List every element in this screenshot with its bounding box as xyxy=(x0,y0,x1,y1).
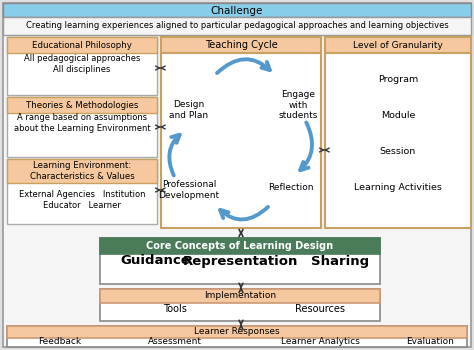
Text: Learning Activities: Learning Activities xyxy=(354,183,442,192)
Bar xyxy=(7,326,467,347)
Bar xyxy=(7,159,157,224)
Text: Implementation: Implementation xyxy=(204,292,276,301)
Text: Core Concepts of Learning Design: Core Concepts of Learning Design xyxy=(146,241,334,251)
Bar xyxy=(7,97,157,157)
Bar xyxy=(3,3,471,17)
Bar xyxy=(325,37,471,53)
Text: Module: Module xyxy=(381,112,415,120)
Text: Session: Session xyxy=(380,147,416,156)
Bar xyxy=(325,37,471,228)
Text: Educational Philosophy: Educational Philosophy xyxy=(32,41,132,49)
Text: Professional
Development: Professional Development xyxy=(158,180,219,200)
Text: Challenge: Challenge xyxy=(211,6,263,15)
Text: Assessment: Assessment xyxy=(148,336,202,345)
Text: A range based on assumptions
about the Learning Environment: A range based on assumptions about the L… xyxy=(14,113,150,133)
Text: Guidance: Guidance xyxy=(120,254,190,267)
Bar xyxy=(161,37,321,228)
Text: Learner Analytics: Learner Analytics xyxy=(281,336,359,345)
Bar xyxy=(100,238,380,254)
Text: Program: Program xyxy=(378,76,418,84)
Bar xyxy=(100,289,380,321)
Text: Feedback: Feedback xyxy=(38,336,82,345)
Bar xyxy=(7,159,157,183)
Text: Reflection: Reflection xyxy=(268,183,314,192)
Text: Creating learning experiences aligned to particular pedagogical approaches and l: Creating learning experiences aligned to… xyxy=(26,21,448,30)
Text: All pedagogical approaches
All disciplines: All pedagogical approaches All disciplin… xyxy=(24,54,140,74)
Text: Theories & Methodologies: Theories & Methodologies xyxy=(26,100,138,110)
Text: Teaching Cycle: Teaching Cycle xyxy=(205,40,277,50)
Text: Learner Responses: Learner Responses xyxy=(194,328,280,336)
Bar xyxy=(7,97,157,113)
Bar xyxy=(7,37,157,95)
Text: Resources: Resources xyxy=(295,304,345,314)
Text: Engage
with
students: Engage with students xyxy=(278,90,318,120)
Bar xyxy=(161,37,321,53)
Text: Learning Environment:
Characteristics & Values: Learning Environment: Characteristics & … xyxy=(29,161,134,181)
Text: Design
and Plan: Design and Plan xyxy=(169,100,209,120)
Text: Representation: Representation xyxy=(182,254,298,267)
Text: External Agencies   Institution
Educator   Learner: External Agencies Institution Educator L… xyxy=(19,190,145,210)
Bar xyxy=(100,238,380,284)
Bar xyxy=(3,17,471,35)
Bar xyxy=(7,37,157,53)
Text: Evaluation: Evaluation xyxy=(406,336,454,345)
Bar xyxy=(7,326,467,338)
Text: Sharing: Sharing xyxy=(311,254,369,267)
Bar xyxy=(100,289,380,303)
Text: Level of Granularity: Level of Granularity xyxy=(353,41,443,49)
Text: Tools: Tools xyxy=(163,304,187,314)
